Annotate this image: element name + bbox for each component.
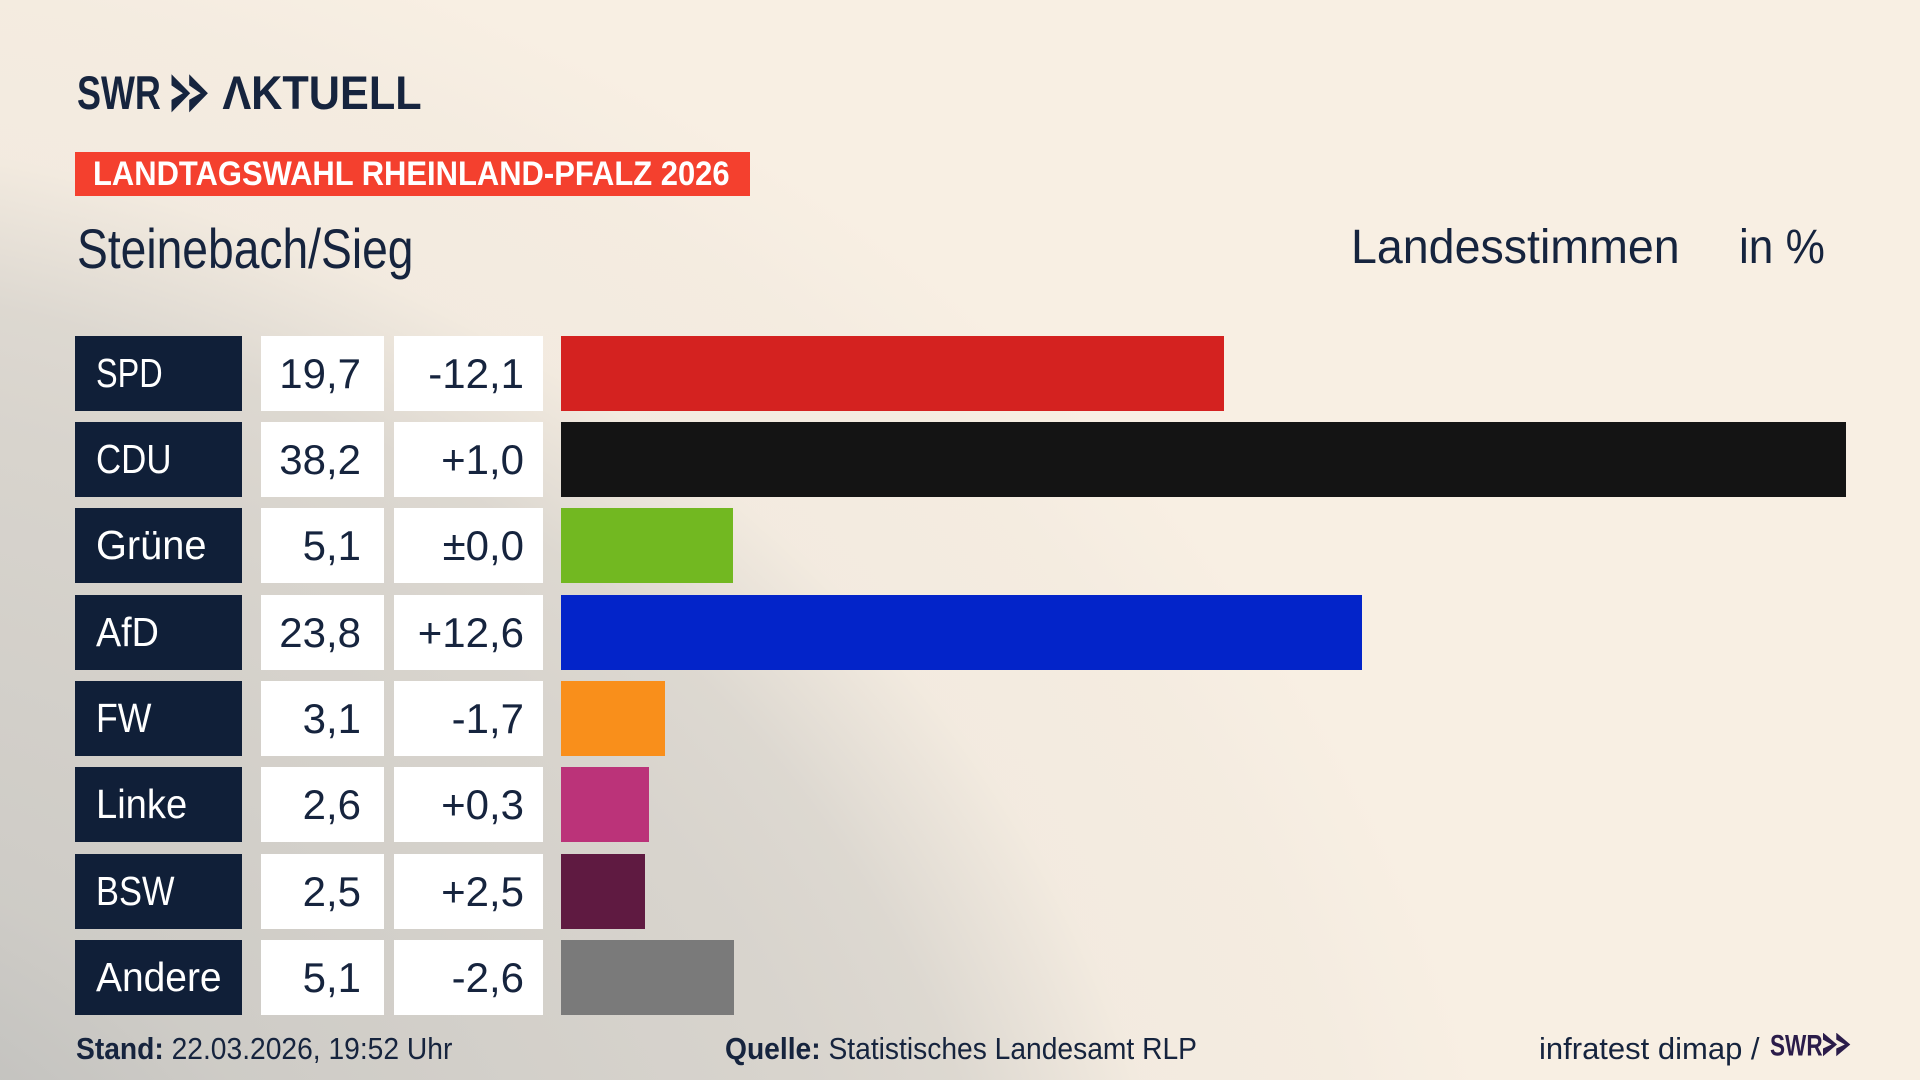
svg-text:SWR: SWR: [1770, 1033, 1823, 1057]
svg-text:SWR: SWR: [77, 74, 161, 113]
svg-text:ΛKTUELL: ΛKTUELL: [222, 74, 421, 113]
